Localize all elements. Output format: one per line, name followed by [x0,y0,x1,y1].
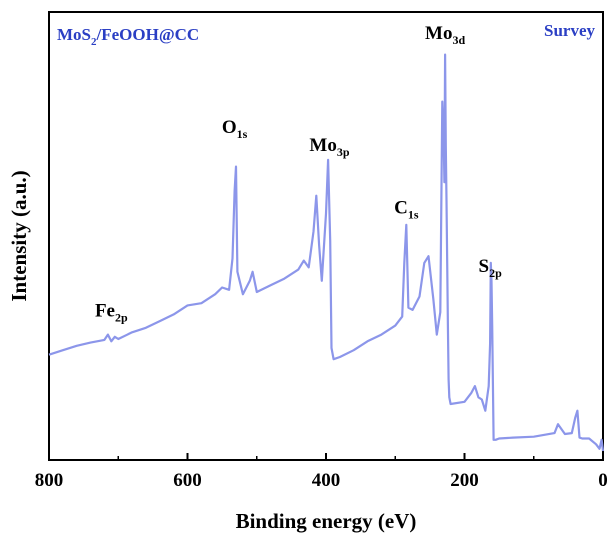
peak-label-element: O [222,117,237,138]
x-axis-tick-labels: 800 600 400 200 0 [35,470,608,491]
x-axis-ticks [48,453,604,460]
peak-label-element: Mo [425,23,452,44]
peak-label-fe2p: Fe2p [95,301,128,325]
x-tick-label: 600 [173,470,202,491]
peak-label-element: Mo [309,135,336,156]
peak-label-element: C [394,198,408,219]
peak-label-orbital: 3d [452,33,465,47]
plot-frame [48,11,604,461]
sample-label-sub: 2 [91,36,97,48]
peak-label-mo3d: Mo3d [425,23,465,47]
peak-label-mo3p: Mo3p [309,135,349,159]
peak-label-orbital: 1s [237,127,248,141]
peak-label-orbital: 3p [337,145,350,159]
peak-label-orbital: 2p [115,311,128,325]
peak-label-orbital: 2p [489,266,502,280]
y-axis-label: Intensity (a.u.) [7,170,31,301]
peak-label-s2p: S2p [478,256,502,280]
x-tick-label: 800 [35,470,64,491]
x-tick-label: 400 [312,470,341,491]
sample-label-rest: /FeOOH@CC [96,25,200,44]
sample-label-main: MoS [57,25,91,44]
x-tick-label: 0 [598,470,608,491]
x-axis-label: Binding energy (eV) [236,509,417,533]
survey-label: Survey [544,21,596,40]
sample-label: MoS2/FeOOH@CC [57,25,199,48]
peak-label-element: Fe [95,301,115,322]
x-tick-label: 200 [450,470,479,491]
peak-label-element: S [478,256,489,277]
peak-label-o1s: O1s [222,117,248,141]
peak-label-orbital: 1s [408,208,419,222]
peak-label-c1s: C1s [394,198,419,222]
survey-spectrum-line [48,53,605,452]
